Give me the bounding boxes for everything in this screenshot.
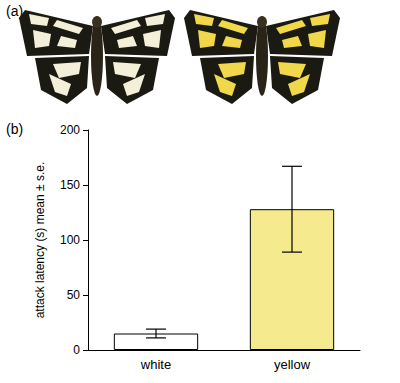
svg-text:(a): (a) bbox=[6, 3, 23, 19]
svg-text:0: 0 bbox=[73, 343, 80, 357]
svg-text:(b): (b) bbox=[6, 121, 23, 137]
svg-text:150: 150 bbox=[60, 178, 80, 192]
svg-text:yellow: yellow bbox=[274, 357, 311, 372]
svg-text:100: 100 bbox=[60, 233, 80, 247]
svg-text:200: 200 bbox=[60, 123, 80, 137]
svg-text:attack latency (s) mean ± s.e.: attack latency (s) mean ± s.e. bbox=[33, 162, 47, 319]
svg-text:50: 50 bbox=[67, 288, 81, 302]
svg-text:white: white bbox=[140, 357, 171, 372]
